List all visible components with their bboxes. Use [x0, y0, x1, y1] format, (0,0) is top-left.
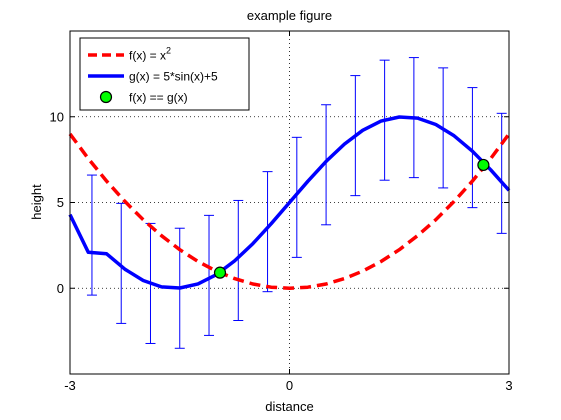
error-bar — [233, 199, 244, 321]
chart-title: example figure — [247, 8, 332, 23]
error-bar — [86, 174, 97, 296]
x-tick-label: -3 — [64, 378, 76, 393]
x-tick-label: 0 — [286, 378, 293, 393]
intersection-marker — [213, 266, 227, 279]
y-tick-label: 0 — [57, 281, 64, 296]
error-bar — [204, 214, 215, 336]
axis-ticks: -3 0 3 0 5 10 — [50, 31, 513, 393]
legend-label-f: f(x) = x2 — [129, 46, 171, 63]
series-line-1 — [68, 115, 511, 290]
error-bar — [496, 112, 507, 234]
series-line-0 — [68, 132, 511, 291]
legend-label-intersection: f(x) == g(x) — [129, 91, 188, 105]
series-lines — [68, 115, 511, 291]
x-axis-label: distance — [265, 399, 313, 414]
intersection-marker — [477, 158, 490, 172]
y-tick-label: 10 — [50, 109, 64, 124]
error-bar — [467, 87, 478, 209]
error-bar — [262, 171, 273, 293]
legend-label-g: g(x) = 5*sin(x)+5 — [129, 70, 218, 84]
intersection-markers — [213, 158, 490, 279]
error-bar — [321, 104, 332, 226]
y-axis-label: height — [29, 184, 44, 220]
legend-marker-intersection — [99, 90, 113, 104]
legend: f(x) = x2 g(x) = 5*sin(x)+5 f(x) == g(x) — [79, 37, 250, 111]
x-tick-label: 3 — [505, 378, 512, 393]
y-tick-label: 5 — [57, 195, 64, 210]
error-bar — [291, 136, 302, 258]
